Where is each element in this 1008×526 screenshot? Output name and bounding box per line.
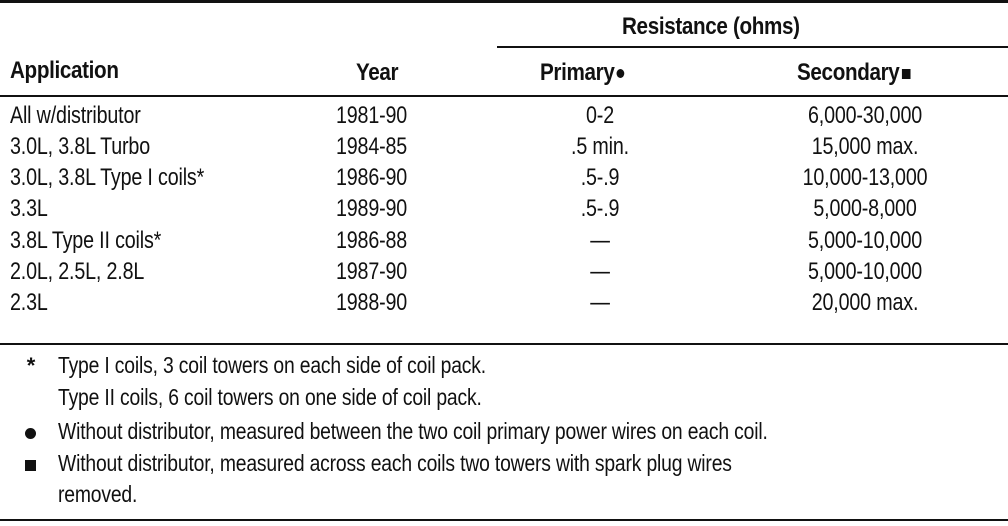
secondary-cell: 5,000-10,000: [807, 227, 923, 254]
bullet-square-icon: [902, 68, 911, 79]
footnote-square-line1: Without distributor, measured across eac…: [58, 450, 732, 476]
footnote-dot-text: Without distributor, measured between th…: [58, 418, 768, 444]
application-cell: 3.3L: [10, 195, 48, 222]
footnote-rule: [0, 343, 1008, 345]
primary-cell: .5 min.: [571, 133, 629, 160]
footnote-star-line2: Type II coils, 6 coil towers on one side…: [58, 384, 482, 410]
primary-cell: —: [590, 227, 610, 254]
bullet-dot-icon: [25, 428, 36, 439]
primary-cell: —: [590, 258, 610, 285]
application-cell: 2.3L: [10, 289, 48, 316]
application-cell: All w/distributor: [10, 102, 141, 129]
primary-cell: 0-2: [586, 102, 614, 129]
year-cell: 1988-90: [336, 289, 408, 316]
secondary-cell: 6,000-30,000: [807, 102, 923, 129]
bottom-rule: [0, 519, 1008, 521]
column-header-secondary: Secondary: [797, 59, 911, 87]
secondary-cell: 20,000 max.: [811, 289, 919, 316]
secondary-label: Secondary: [797, 59, 900, 86]
application-cell: 3.8L Type II coils*: [10, 227, 162, 254]
year-cell: 1986-90: [336, 164, 408, 191]
year-cell: 1986-88: [336, 227, 408, 254]
group-header-rule: [497, 46, 1008, 48]
primary-label: Primary: [540, 59, 615, 86]
asterisk-mark: *: [26, 353, 36, 378]
secondary-cell: 5,000-8,000: [813, 195, 917, 222]
column-header-year: Year: [356, 59, 399, 86]
year-cell: 1987-90: [336, 258, 408, 285]
year-cell: 1984-85: [336, 133, 408, 160]
primary-cell: .5-.9: [580, 164, 620, 191]
header-rule: [0, 95, 1008, 97]
column-header-application: Application: [10, 57, 119, 84]
secondary-cell: 5,000-10,000: [807, 258, 923, 285]
footnote-star-line1: Type I coils, 3 coil towers on each side…: [58, 352, 486, 378]
footnote-square-line2: removed.: [58, 481, 138, 507]
application-cell: 2.0L, 2.5L, 2.8L: [10, 258, 145, 285]
bullet-square-icon: [25, 460, 36, 471]
secondary-cell: 10,000-13,000: [802, 164, 928, 191]
application-cell: 3.0L, 3.8L Turbo: [10, 133, 150, 160]
year-cell: 1981-90: [336, 102, 408, 129]
secondary-cell: 15,000 max.: [811, 133, 919, 160]
top-rule: [0, 0, 1008, 3]
primary-cell: .5-.9: [580, 195, 620, 222]
column-header-primary: Primary: [540, 59, 624, 87]
primary-cell: —: [590, 289, 610, 316]
year-cell: 1989-90: [336, 195, 408, 222]
bullet-dot-icon: [616, 69, 624, 79]
resistance-group-header: Resistance (ohms): [622, 13, 800, 40]
application-cell: 3.0L, 3.8L Type I coils*: [10, 164, 205, 191]
